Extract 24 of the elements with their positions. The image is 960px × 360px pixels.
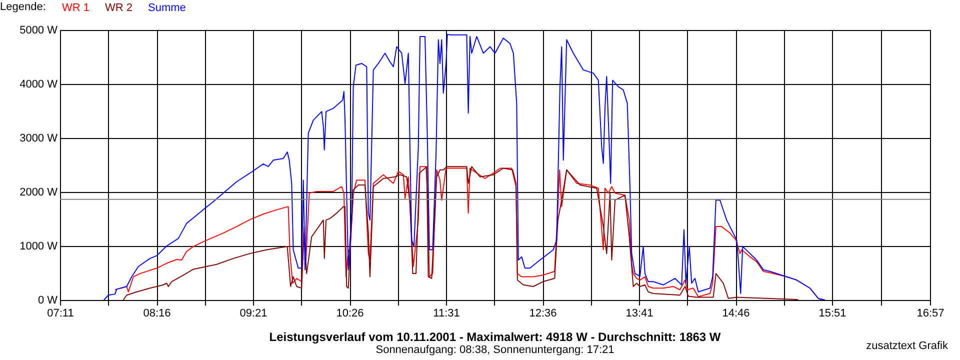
text: Summe	[148, 2, 186, 14]
y-tick-label: 4000 W	[20, 78, 58, 90]
text: Leistungsverlauf vom 10.11.2001 - Maximalwert: 4918 W - Durchschnitt: 1863 W	[269, 330, 722, 344]
y-tick-label: 1000 W	[20, 240, 58, 252]
y-tick-label: 0 W	[38, 294, 58, 306]
x-tick-label: 07:11	[47, 308, 74, 320]
text: WR 1	[62, 2, 90, 14]
y-tick-label: 5000 W	[20, 24, 58, 36]
x-tick-label: 16:57	[916, 308, 944, 320]
x-tick-label: 10:26	[336, 308, 364, 320]
x-tick-label: 13:41	[626, 308, 654, 320]
text: zusatztext Grafik	[866, 340, 948, 352]
y-tick-label: 3000 W	[20, 132, 58, 144]
x-tick-label: 11:31	[433, 308, 460, 320]
y-tick-label: 2000 W	[20, 186, 58, 198]
x-tick-label: 14:46	[722, 308, 750, 320]
text: Sonnenaufgang: 08:38, Sonnenuntergang: 17:21	[376, 344, 614, 356]
x-tick-label: 12:36	[529, 308, 557, 320]
text: WR 2	[105, 2, 132, 14]
legend-title: Legende:	[0, 1, 46, 13]
x-tick-label: 08:16	[143, 308, 171, 320]
line-series	[103, 34, 826, 300]
x-tick-label: 09:21	[240, 308, 268, 320]
x-tick-label: 15:51	[818, 308, 846, 320]
